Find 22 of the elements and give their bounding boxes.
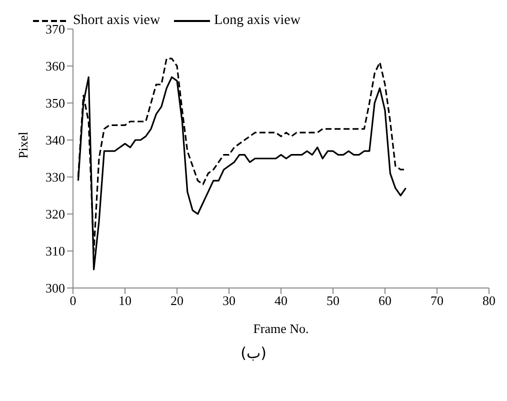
x-tick-label: 70 — [430, 293, 444, 308]
y-tick-label: 320 — [46, 206, 65, 222]
legend-label: Short axis view — [73, 13, 160, 29]
y-axis-title: Pixel — [16, 131, 31, 158]
x-tick-label: 60 — [378, 293, 392, 308]
y-tick-label: 330 — [46, 170, 65, 185]
x-tick-label: 40 — [274, 293, 288, 308]
legend-label: Long axis view — [214, 13, 300, 29]
y-tick-label: 310 — [46, 244, 65, 259]
y-tick-label: 370 — [46, 22, 65, 37]
text: (ب) — [240, 344, 268, 362]
x-axis-title: Frame No. — [253, 321, 309, 336]
x-tick-label: 20 — [170, 293, 184, 308]
x-tick-label: 0 — [70, 293, 76, 308]
x-tick-label: 50 — [326, 293, 340, 308]
x-tick-label: 30 — [222, 293, 236, 308]
x-tick-label: 80 — [482, 293, 496, 308]
y-tick-label: 360 — [46, 58, 65, 74]
x-tick-label: 10 — [118, 293, 132, 308]
y-tick-label: 340 — [46, 132, 65, 148]
y-tick-label: 350 — [46, 96, 65, 111]
y-tick-label: 300 — [46, 280, 65, 296]
